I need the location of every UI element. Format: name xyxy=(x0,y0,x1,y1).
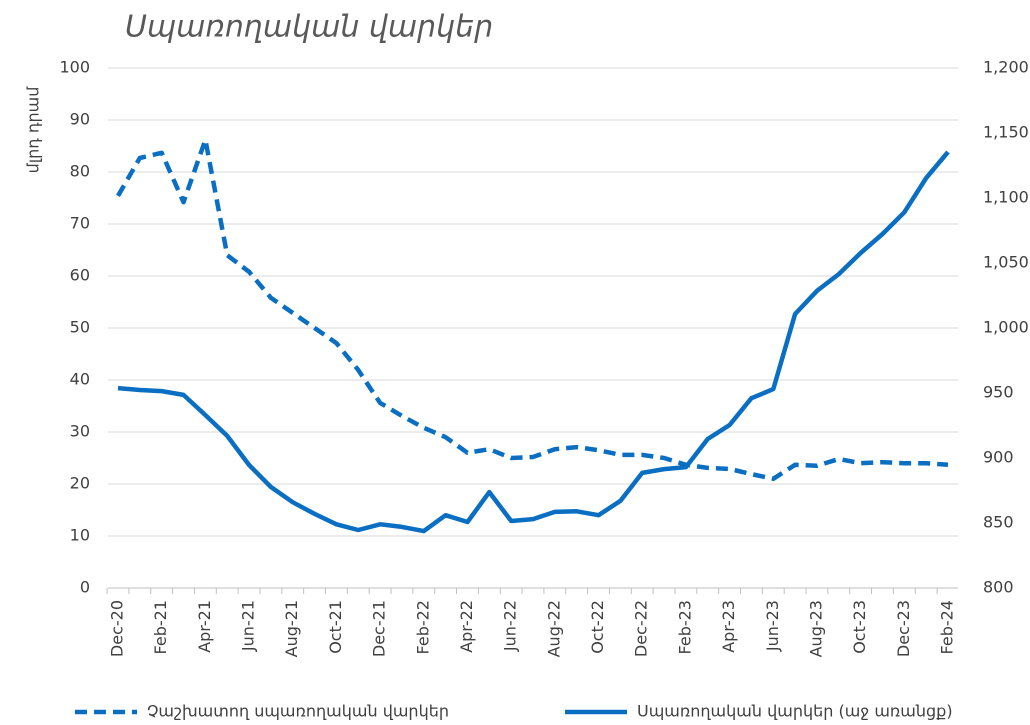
y2-tick-label: 800 xyxy=(983,578,1014,597)
x-tick-label: Apr-21 xyxy=(195,600,214,653)
x-tick-label: Jun-23 xyxy=(763,600,782,652)
y2-tick-label: 900 xyxy=(983,448,1014,467)
series-line xyxy=(116,137,949,482)
y2-tick-label: 1,050 xyxy=(983,253,1029,272)
x-tick-label: Feb-21 xyxy=(151,600,170,654)
legend-label: Չաշխատող սպառողական վարկեր xyxy=(147,702,449,721)
y-tick-label: 10 xyxy=(70,526,90,545)
y-axis-label: մլրդ դրամ xyxy=(24,86,43,174)
x-tick-label: Jun-22 xyxy=(501,600,520,652)
x-tick-label: Aug-21 xyxy=(282,600,301,657)
y2-tick-label: 1,150 xyxy=(983,123,1029,142)
x-tick-label: Apr-22 xyxy=(457,600,476,653)
y-tick-label: 20 xyxy=(70,474,90,493)
x-tick-label: Aug-23 xyxy=(806,600,825,657)
y2-tick-label: 950 xyxy=(983,383,1014,402)
x-tick-label: Jun-21 xyxy=(239,600,258,652)
x-tick-label: Feb-24 xyxy=(938,600,957,654)
chart-title: Սպառողական վարկեր xyxy=(125,10,493,45)
x-tick-label: Oct-22 xyxy=(588,600,607,654)
y-tick-label: 40 xyxy=(70,370,90,389)
x-tick-label: Aug-22 xyxy=(544,600,563,657)
y-tick-label: 70 xyxy=(70,214,90,233)
y-tick-label: 30 xyxy=(70,422,90,441)
x-tick-label: Dec-21 xyxy=(370,600,389,657)
y2-tick-label: 850 xyxy=(983,513,1014,532)
x-tick-label: Dec-23 xyxy=(894,600,913,657)
legend-label: Սպառողական վարկեր (աջ առանցք) xyxy=(637,702,953,721)
y2-tick-label: 1,200 xyxy=(983,58,1029,77)
y-tick-label: 60 xyxy=(70,266,90,285)
x-tick-label: Oct-23 xyxy=(850,600,869,654)
x-tick-label: Apr-23 xyxy=(719,600,738,653)
x-tick-label: Dec-22 xyxy=(632,600,651,657)
y2-tick-label: 1,000 xyxy=(983,318,1029,337)
y-tick-label: 80 xyxy=(70,162,90,181)
y-tick-label: 100 xyxy=(59,58,90,77)
x-tick-label: Dec-20 xyxy=(108,600,127,657)
x-tick-label: Feb-22 xyxy=(413,600,432,654)
x-tick-label: Feb-23 xyxy=(675,600,694,654)
x-tick-label: Oct-21 xyxy=(326,600,345,654)
y-tick-label: 90 xyxy=(70,110,90,129)
y-tick-label: 0 xyxy=(80,578,90,597)
y-tick-label: 50 xyxy=(70,318,90,337)
series-line xyxy=(117,150,950,534)
y2-tick-label: 1,100 xyxy=(983,188,1029,207)
